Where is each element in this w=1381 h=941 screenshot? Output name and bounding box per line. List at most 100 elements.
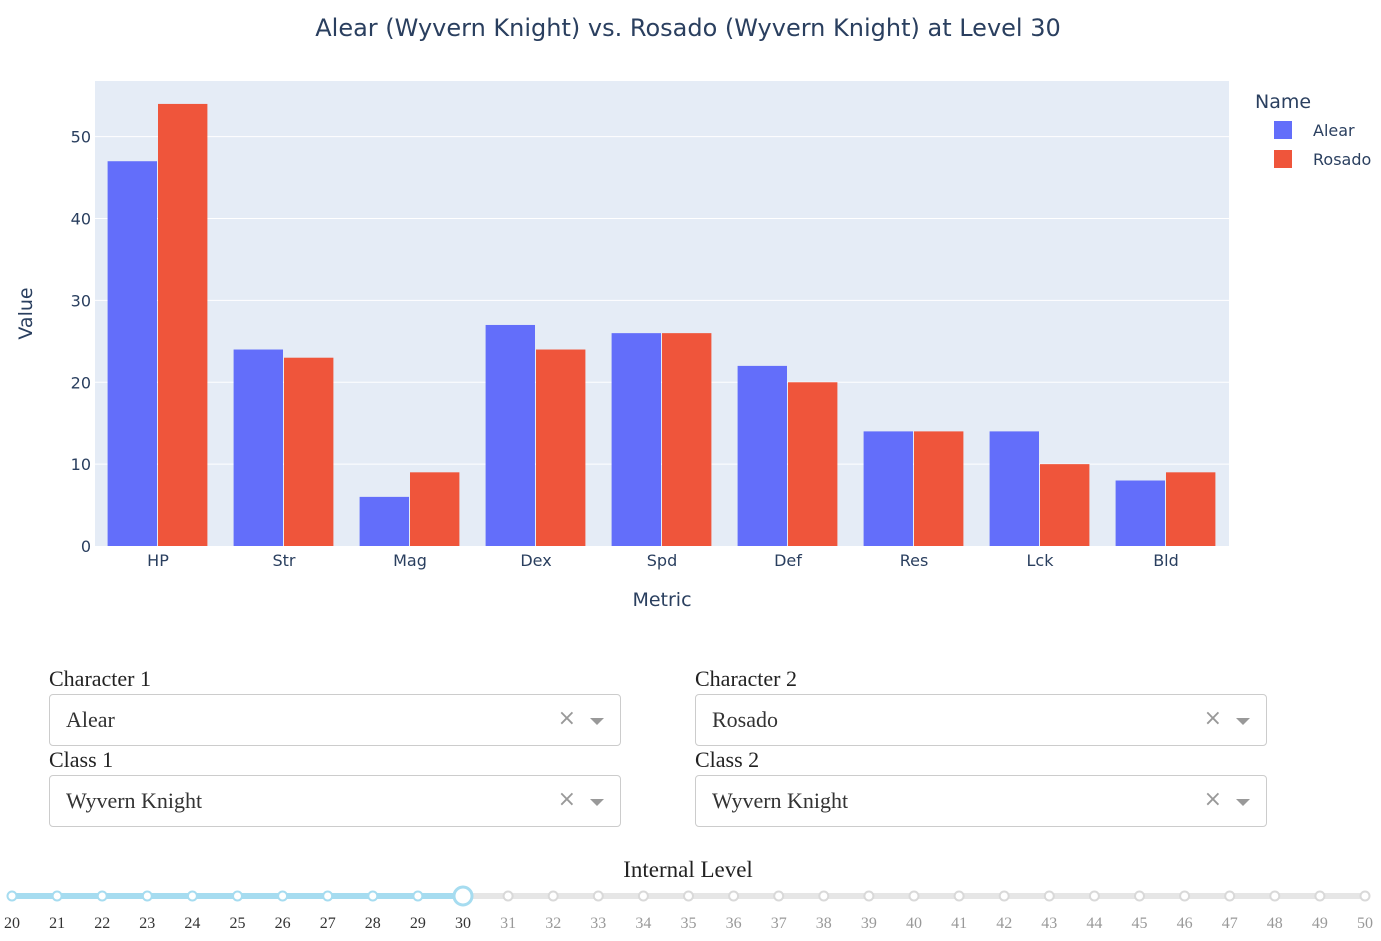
x-tick-label: Spd (647, 551, 677, 570)
slider-dot[interactable] (322, 890, 334, 902)
chevron-down-icon[interactable] (1236, 799, 1250, 806)
slider-dot[interactable] (51, 890, 63, 902)
clear-icon[interactable]: × (1203, 787, 1222, 812)
x-tick-label: Lck (1027, 551, 1055, 570)
character2-value: Rosado (712, 707, 778, 732)
bar-alear (485, 324, 535, 546)
character1-value: Alear (66, 707, 115, 732)
slider-mark-label: 45 (1132, 915, 1148, 932)
slider-dot[interactable] (908, 890, 920, 902)
slider-dot[interactable] (367, 890, 379, 902)
bar-rosado (536, 349, 586, 546)
slider-dot[interactable] (412, 890, 424, 902)
slider-dot[interactable] (592, 890, 604, 902)
legend-swatch-rosado (1274, 150, 1292, 168)
slider-dot[interactable] (637, 890, 649, 902)
slider-dot[interactable] (96, 890, 108, 902)
slider-dot[interactable] (186, 890, 198, 902)
slider-dot[interactable] (728, 890, 740, 902)
slider-dot[interactable] (683, 890, 694, 902)
bar-rosado (410, 472, 460, 546)
slider-mark-label: 35 (681, 915, 697, 932)
slider-dot[interactable] (1179, 890, 1191, 902)
character2-label: Character 2 (695, 666, 797, 691)
slider-mark-label: 33 (590, 915, 606, 932)
class2-label: Class 2 (695, 747, 760, 772)
chevron-down-icon[interactable] (590, 799, 604, 806)
slider-mark-label: 47 (1222, 915, 1238, 932)
slider-dot[interactable] (1088, 890, 1100, 902)
bar-rosado (1166, 472, 1216, 546)
slider-mark-label: 39 (861, 915, 877, 932)
slider-mark-label: 20 (4, 915, 20, 932)
slider-mark-label: 42 (996, 915, 1012, 932)
class1-label: Class 1 (49, 747, 114, 772)
bar-alear (989, 431, 1039, 546)
bar-rosado (1040, 464, 1090, 546)
character2-dropdown[interactable]: Rosado × (695, 694, 1267, 746)
slider-mark-label: 38 (816, 915, 832, 932)
slider-dot[interactable] (141, 890, 153, 902)
slider-mark-label: 25 (230, 915, 246, 932)
class1-value: Wyvern Knight (66, 788, 203, 813)
slider-dot[interactable] (998, 890, 1010, 902)
clear-icon[interactable]: × (557, 787, 576, 812)
slider-mark-label: 31 (500, 915, 516, 932)
bar-rosado (788, 382, 838, 546)
slider-dot[interactable] (232, 890, 243, 902)
x-axis-title: Metric (632, 589, 691, 611)
bar-alear (233, 349, 283, 546)
chevron-down-icon[interactable] (590, 718, 604, 725)
slider-mark-label: 32 (545, 915, 561, 932)
legend-title: Name (1255, 91, 1311, 113)
slider-mark-label: 40 (906, 915, 922, 932)
bar-rosado (284, 357, 334, 546)
slider-mark-label: 44 (1086, 915, 1102, 932)
slider-handle[interactable] (452, 885, 474, 907)
bar-rosado (662, 333, 712, 546)
chevron-down-icon[interactable] (1236, 718, 1250, 725)
bar-chart: 0 10 20 30 40 50 HP Str Mag Dex Spd Def Res Lck Bld Met… (15, 14, 1371, 611)
slider-dot[interactable] (1269, 890, 1281, 902)
y-tick-label: 0 (81, 537, 91, 556)
slider-dot[interactable] (547, 890, 559, 902)
character1-label: Character 1 (49, 666, 151, 691)
bar-alear (737, 365, 787, 546)
slider-dot[interactable] (1314, 890, 1326, 902)
slider-mark-label: 29 (410, 915, 426, 932)
y-tick-label: 30 (71, 291, 91, 310)
legend-label-alear: Alear (1313, 121, 1355, 140)
slider-mark-label: 27 (320, 915, 336, 932)
slider-dot[interactable] (953, 890, 965, 902)
character1-dropdown[interactable]: Alear × (49, 694, 621, 746)
slider-dot[interactable] (502, 890, 514, 902)
slider-mark-label: 43 (1041, 915, 1057, 932)
class2-value: Wyvern Knight (712, 788, 849, 813)
class1-dropdown[interactable]: Wyvern Knight × (49, 775, 621, 827)
slider-dot[interactable] (1359, 890, 1371, 902)
bar-alear (1115, 480, 1165, 546)
bar-rosado (914, 431, 964, 546)
slider-dot[interactable] (863, 890, 875, 902)
bar-alear (107, 161, 157, 546)
clear-icon[interactable]: × (1203, 706, 1222, 731)
x-tick-label: Str (272, 551, 295, 570)
slider-dot[interactable] (1043, 890, 1055, 902)
chart-title: Alear (Wyvern Knight) vs. Rosado (Wyvern… (315, 14, 1061, 42)
y-tick-label: 40 (71, 210, 91, 229)
slider-mark-label: 41 (951, 915, 967, 932)
slider-mark-label: 23 (139, 915, 155, 932)
slider-dot[interactable] (1134, 890, 1145, 902)
x-tick-label: HP (147, 551, 169, 570)
slider-dot[interactable] (773, 890, 785, 902)
slider-dot[interactable] (6, 890, 18, 902)
level-slider[interactable]: 20 21 22 23 24 25 26 27 28 29 30 31 32 33 34 35 36 37 38 39… (0, 880, 1381, 941)
slider-mark-label: 28 (365, 915, 381, 932)
y-axis-title: Value (15, 287, 37, 339)
class2-dropdown[interactable]: Wyvern Knight × (695, 775, 1267, 827)
slider-dot[interactable] (818, 890, 830, 902)
slider-mark-label: 49 (1312, 915, 1328, 932)
slider-dot[interactable] (277, 890, 289, 902)
clear-icon[interactable]: × (557, 706, 576, 731)
slider-dot[interactable] (1224, 890, 1236, 902)
